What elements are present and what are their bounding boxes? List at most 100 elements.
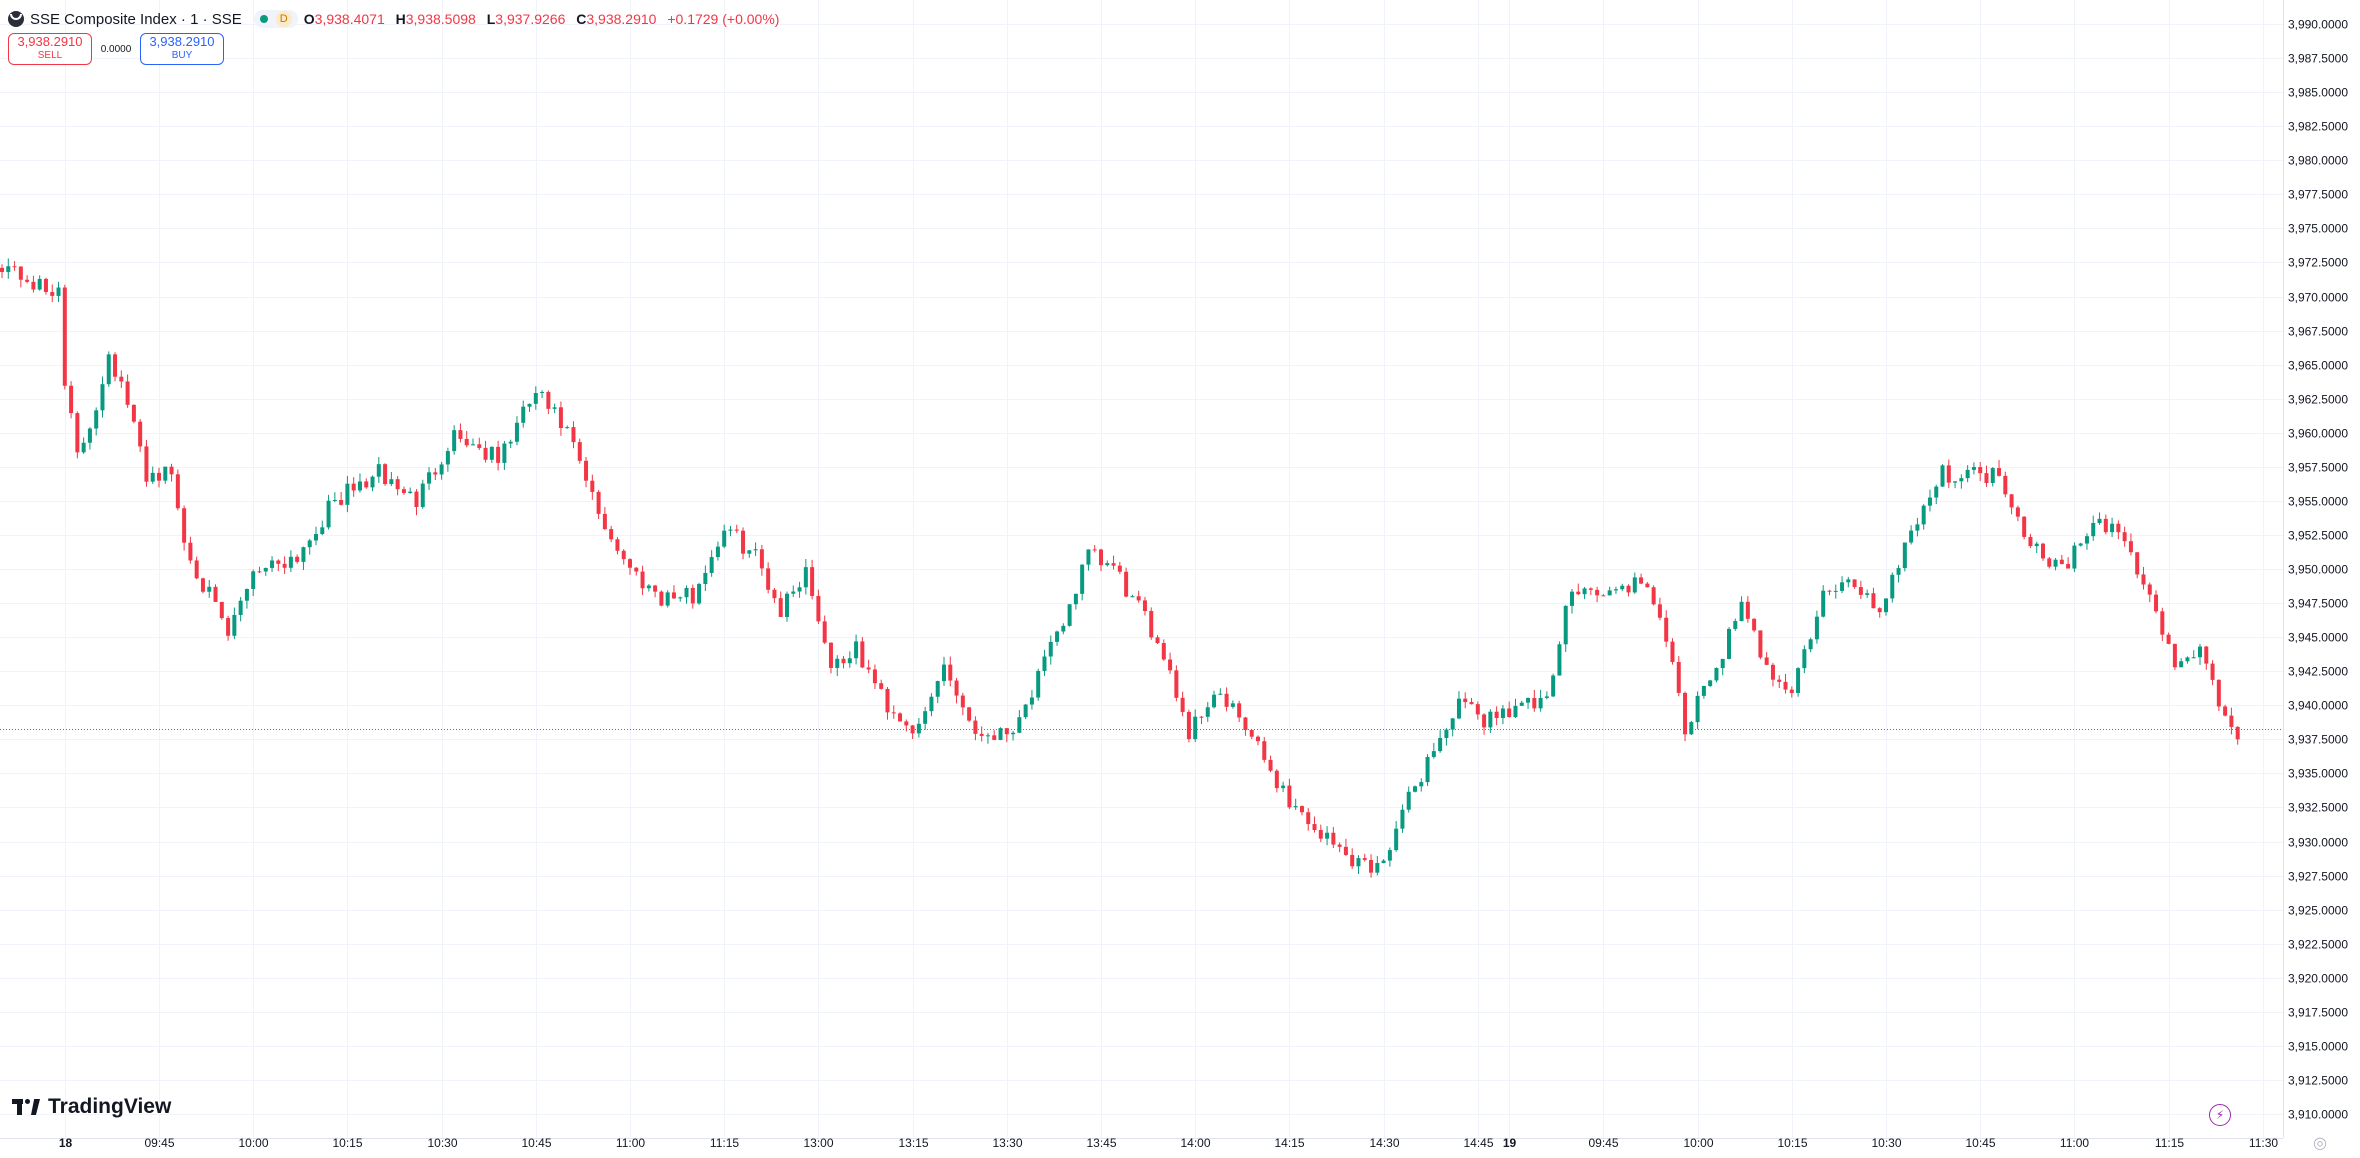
x-tick-label: 13:30 [992, 1136, 1022, 1150]
candle-body [1149, 611, 1154, 638]
x-tick-label: 18 [59, 1136, 73, 1150]
candle-body [665, 592, 670, 606]
candle-body [106, 354, 111, 385]
candle-body [1745, 601, 1750, 619]
y-tick-label: 3,982.5000 [2288, 120, 2348, 134]
candle-body [182, 508, 187, 543]
candle-body [1224, 693, 1229, 707]
market-status[interactable]: D [253, 10, 298, 28]
candle-body [558, 407, 563, 429]
candle-body [213, 586, 218, 602]
candle-body [791, 591, 796, 594]
candle-body [697, 583, 702, 604]
candle-body [1350, 854, 1355, 867]
sse-logo-icon [8, 11, 24, 27]
candle-body [1959, 478, 1964, 482]
time-axis: 18 09:45 10:00 10:15 10:30 10:45 11:00 11:15 13:… [0, 1136, 2283, 1150]
y-tick-label: 3,955.0000 [2288, 495, 2348, 509]
candle-body [1796, 668, 1801, 693]
candle-body [351, 483, 356, 491]
candle-body [420, 483, 425, 508]
candle-body [18, 266, 23, 280]
candle-body [1770, 664, 1775, 680]
candle-body [521, 406, 526, 423]
last-price-line: 3,938.2910 [0, 720, 2358, 739]
candle-body [1387, 850, 1392, 861]
candle-body [872, 669, 877, 684]
candle-body [56, 287, 61, 296]
candle-body [1243, 717, 1248, 731]
candle-body [395, 479, 400, 490]
candle-body [1507, 708, 1512, 718]
candle-body [1500, 708, 1505, 718]
candle-body [1613, 589, 1618, 591]
candle-body [1846, 579, 1851, 583]
y-tick-label: 3,947.5000 [2288, 597, 2348, 611]
candle-body [1111, 563, 1116, 566]
candle-body [1419, 782, 1424, 787]
candle-body [1463, 698, 1468, 703]
candle-body [1953, 481, 1958, 483]
symbol-name[interactable]: SSE Composite Index · 1 · SSE [30, 10, 242, 28]
candle-body [326, 500, 331, 528]
candle-body [960, 695, 965, 708]
candle-body [1048, 641, 1053, 657]
y-tick-label: 3,912.5000 [2288, 1074, 2348, 1088]
candle-body [1456, 698, 1461, 719]
trade-panel: 3,938.2910 SELL 0.0000 3,938.2910 BUY [8, 33, 224, 65]
camera-snapshot-icon[interactable]: ◎ [2313, 1135, 2327, 1152]
candle-body [596, 491, 601, 514]
candle-body [2166, 634, 2171, 644]
candle-body [307, 540, 312, 548]
candle-body [263, 567, 268, 572]
candle-body [1061, 625, 1066, 632]
buy-button[interactable]: 3,938.2910 BUY [140, 33, 224, 65]
candle-body [979, 733, 984, 736]
candle-body [1840, 582, 1845, 591]
candle-body [628, 559, 632, 568]
candle-body [1268, 759, 1273, 771]
lightning-icon[interactable]: ⚡ [2209, 1104, 2231, 1126]
y-tick-label: 3,930.0000 [2288, 836, 2348, 850]
candle-body [282, 563, 287, 568]
candle-body [2066, 564, 2071, 569]
candle-body [1249, 730, 1254, 737]
candle-body [1142, 600, 1147, 612]
candle-body [376, 464, 381, 477]
candle-body [527, 403, 532, 407]
candle-body [2235, 726, 2240, 740]
candle-body [408, 491, 413, 493]
symbol-legend: SSE Composite Index · 1 · SSE D O3,938.4… [8, 8, 786, 30]
sell-button[interactable]: 3,938.2910 SELL [8, 33, 92, 65]
candle-body [345, 483, 350, 505]
candle-body [1023, 704, 1028, 718]
candle-body [1764, 657, 1769, 665]
candle-body [270, 560, 275, 568]
candle-body [1544, 696, 1549, 698]
y-tick-label: 3,960.0000 [2288, 427, 2348, 441]
candle-body [1915, 524, 1920, 531]
candle-body [948, 664, 953, 681]
candle-body [1475, 704, 1480, 715]
candle-body [1067, 604, 1072, 626]
candle-body [357, 481, 362, 491]
candle-body [295, 556, 300, 562]
candle-body [2028, 536, 2033, 547]
candle-body [854, 641, 859, 659]
candle-body [1230, 703, 1235, 707]
candle-body [1695, 695, 1700, 723]
y-tick-label: 3,915.0000 [2288, 1040, 2348, 1054]
candle-body [1582, 588, 1587, 595]
candle-body [1413, 786, 1417, 792]
candle-body [1174, 670, 1179, 698]
candle-body [257, 571, 262, 573]
candle-body [1557, 644, 1562, 676]
candle-body [200, 578, 205, 592]
candle-body [163, 466, 168, 481]
candle-body [1651, 587, 1656, 605]
candle-body [81, 442, 86, 453]
candle-body [301, 547, 306, 562]
tradingview-watermark[interactable]: TradingView [12, 1093, 171, 1121]
